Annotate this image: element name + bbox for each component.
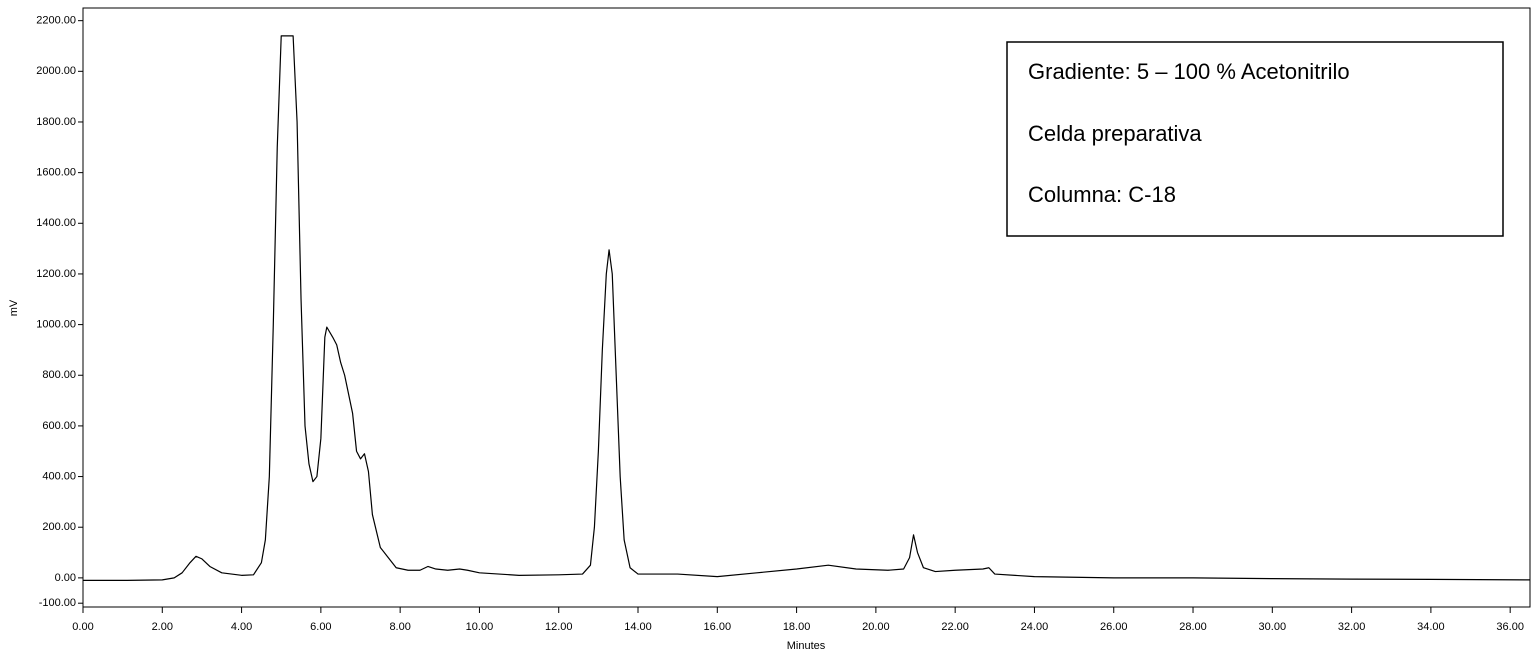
y-tick-label: 200.00 — [42, 521, 76, 533]
x-tick-label: 4.00 — [231, 621, 252, 633]
y-tick-label: 0.00 — [55, 572, 76, 584]
x-tick-label: 34.00 — [1417, 621, 1445, 633]
annotation: Columna: C-18 — [1028, 182, 1176, 207]
annotation: Gradiente: 5 – 100 % Acetonitrilo — [1028, 59, 1350, 84]
y-axis-label: mV — [8, 299, 20, 316]
x-tick-label: 0.00 — [72, 621, 93, 633]
annotation-box — [1006, 41, 1504, 237]
y-tick-label: 2000.00 — [36, 65, 76, 77]
x-tick-label: 30.00 — [1259, 621, 1287, 633]
chromatogram-line — [83, 35, 1531, 582]
y-tick-label: 600.00 — [42, 420, 76, 432]
x-tick-label: 2.00 — [152, 621, 173, 633]
x-tick-label: 26.00 — [1100, 621, 1128, 633]
x-tick-label: 28.00 — [1179, 621, 1207, 633]
y-tick-label: 1400.00 — [36, 217, 76, 229]
y-tick-label: 1000.00 — [36, 319, 76, 331]
y-tick-label: 2200.00 — [36, 15, 76, 27]
plot-frame — [82, 7, 1531, 608]
x-tick-label: 18.00 — [783, 621, 811, 633]
annotation: Celda preparativa — [1028, 121, 1202, 146]
x-tick-label: 14.00 — [624, 621, 652, 633]
x-tick-label: 6.00 — [310, 621, 331, 633]
y-tick-label: 1200.00 — [36, 268, 76, 280]
x-tick-label: 12.00 — [545, 621, 573, 633]
y-tick-label: 1600.00 — [36, 167, 76, 179]
x-tick-label: 32.00 — [1338, 621, 1366, 633]
x-tick-label: 36.00 — [1496, 621, 1524, 633]
x-tick-label: 8.00 — [389, 621, 410, 633]
y-tick-label: 1800.00 — [36, 116, 76, 128]
x-tick-label: 22.00 — [941, 621, 969, 633]
x-tick-label: 16.00 — [704, 621, 732, 633]
y-tick-label: 400.00 — [42, 470, 76, 482]
x-tick-label: 10.00 — [466, 621, 494, 633]
x-tick-label: 20.00 — [862, 621, 890, 633]
x-tick-label: 24.00 — [1021, 621, 1049, 633]
y-tick-label: -100.00 — [39, 597, 76, 609]
y-tick-label: 800.00 — [42, 369, 76, 381]
x-axis-label: Minutes — [787, 640, 826, 652]
